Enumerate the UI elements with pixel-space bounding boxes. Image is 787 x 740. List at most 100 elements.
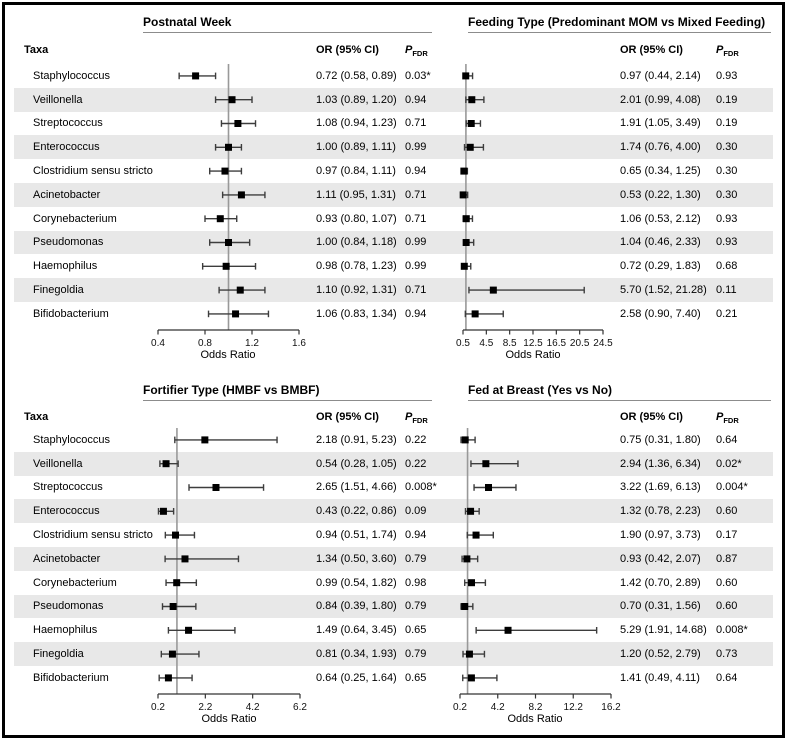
- axis-tick-label: 24.5: [593, 338, 613, 349]
- taxon-label: Clostridium sensu stricto: [33, 529, 153, 542]
- p-fdr-value: 0.94: [405, 529, 427, 542]
- p-fdr-value: 0.65: [405, 624, 427, 637]
- panel-title-rule: [468, 32, 771, 33]
- or-ci-text: 1.00 (0.84, 1.18): [316, 236, 397, 249]
- or-marker: [162, 460, 170, 468]
- p-fdr-value: 0.79: [405, 648, 427, 661]
- or-marker: [236, 286, 244, 294]
- axis-tick-label: 12.2: [564, 702, 584, 713]
- or-marker: [504, 626, 512, 634]
- or-ci-text: 0.93 (0.80, 1.07): [316, 212, 397, 225]
- x-axis-label: Odds Ratio: [505, 349, 561, 361]
- or-ci-text: 5.29 (1.91, 14.68): [620, 624, 707, 637]
- x-axis-label: Odds Ratio: [200, 349, 256, 361]
- or-ci-text: 3.22 (1.69, 6.13): [620, 481, 701, 494]
- or-marker: [471, 310, 479, 318]
- p-fdr-value: 0.94: [405, 165, 427, 178]
- or-marker: [467, 120, 475, 127]
- panel-title-rule: [143, 400, 432, 401]
- taxon-label: Veillonella: [33, 457, 83, 470]
- panel-title-feeding-type: Feeding Type (Predominant MOM vs Mixed F…: [468, 15, 766, 29]
- row-shading: [14, 87, 773, 112]
- taxon-label: Corynebacterium: [33, 212, 117, 225]
- axis-tick-label: 0.8: [198, 338, 212, 349]
- or-marker: [482, 460, 490, 468]
- or-ci-text: 0.97 (0.44, 2.14): [620, 69, 701, 82]
- or-ci-text: 0.43 (0.22, 0.86): [316, 505, 397, 518]
- or-marker: [221, 167, 229, 175]
- or-marker: [225, 239, 232, 246]
- row-shading: [14, 547, 773, 571]
- or-marker: [201, 436, 209, 444]
- axis-tick-label: 16.5: [547, 338, 567, 349]
- taxon-label: Veillonella: [33, 93, 83, 106]
- or-marker: [468, 579, 476, 587]
- taxon-label: Haemophilus: [33, 260, 98, 273]
- or-ci-text: 1.03 (0.89, 1.20): [316, 93, 397, 106]
- or-ci-text: 0.70 (0.31, 1.56): [620, 600, 701, 613]
- or-ci-text: 2.18 (0.91, 5.23): [316, 433, 397, 446]
- p-fdr-value: 0.99: [405, 236, 427, 249]
- forest-plot: 0.2 4.2 8.2 12.2 16.2: [453, 428, 621, 713]
- axis-tick-label: 1.6: [292, 338, 306, 349]
- or-ci-text: 1.11 (0.95, 1.31): [316, 188, 396, 201]
- p-fdr-value: 0.73: [716, 648, 738, 661]
- or-marker: [463, 555, 471, 563]
- axis-tick-label: 4.2: [491, 702, 505, 713]
- p-fdr-value: 0.64: [716, 433, 738, 446]
- or-marker: [234, 120, 242, 127]
- or-marker: [461, 603, 469, 610]
- or-ci-text: 0.54 (0.28, 1.05): [316, 457, 397, 470]
- p-fdr-value: 0.93: [716, 212, 738, 225]
- or-ci-text: 1.42 (0.70, 2.89): [620, 576, 701, 589]
- p-fdr-value: 0.22: [405, 457, 427, 470]
- p-fdr-value: 0.99: [405, 260, 427, 273]
- axis-tick-label: 2.2: [198, 702, 212, 713]
- row-shading: [14, 594, 773, 619]
- p-fdr-value: 0.60: [716, 576, 738, 589]
- taxon-label: Streptococcus: [33, 481, 103, 494]
- p-fdr-value: 0.94: [405, 93, 427, 106]
- taxon-label: Enterococcus: [33, 141, 100, 154]
- taxon-label: Pseudomonas: [33, 236, 104, 249]
- p-fdr-value: 0.64: [716, 671, 738, 684]
- forest-plot: 0.5 4.5 8.5 12.5 16.5 20.5 24.5: [456, 64, 613, 349]
- or-marker: [185, 626, 193, 634]
- or-ci-text: 0.94 (0.51, 1.74): [316, 529, 397, 542]
- or-ci-text: 1.91 (1.05, 3.49): [620, 117, 701, 130]
- row-shading: [14, 135, 773, 160]
- x-axis-label: Odds Ratio: [507, 713, 563, 725]
- axis-tick-label: 6.2: [293, 702, 307, 713]
- p-fdr-column-header: PFDR: [405, 411, 428, 425]
- p-fdr-value: 0.60: [716, 505, 738, 518]
- or-marker: [237, 191, 245, 199]
- or-marker: [168, 650, 176, 658]
- p-fdr-value: 0.93: [716, 236, 738, 249]
- or-ci-text: 2.58 (0.90, 7.40): [620, 307, 701, 320]
- p-fdr-value: 0.94: [405, 307, 427, 320]
- p-fdr-value: 0.79: [405, 600, 427, 613]
- p-fdr-value: 0.71: [405, 284, 427, 297]
- or-ci-text: 0.98 (0.78, 1.23): [316, 260, 397, 273]
- axis-tick-label: 8.2: [529, 702, 543, 713]
- taxon-label: Haemophilus: [33, 624, 98, 637]
- p-fdr-column-header: PFDR: [716, 411, 739, 425]
- or-ci-text: 0.65 (0.34, 1.25): [620, 165, 701, 178]
- or-marker: [212, 484, 220, 491]
- p-fdr-value: 0.68: [716, 260, 738, 273]
- axis-tick-label: 20.5: [570, 338, 590, 349]
- or-ci-column-header: OR (95% CI): [316, 411, 379, 423]
- row-shading: [14, 230, 773, 255]
- axis-tick-label: 4.5: [479, 338, 493, 349]
- or-marker: [462, 215, 470, 223]
- p-fdr-value: 0.008*: [716, 624, 748, 637]
- p-fdr-value: 0.004*: [716, 481, 748, 494]
- or-ci-text: 5.70 (1.52, 21.28): [620, 284, 707, 297]
- or-ci-text: 1.20 (0.52, 2.79): [620, 648, 701, 661]
- taxon-label: Acinetobacter: [33, 188, 101, 201]
- p-fdr-value: 0.21: [716, 307, 738, 320]
- panel-title-rule: [468, 400, 771, 401]
- or-marker: [468, 96, 476, 104]
- axis-tick-label: 8.5: [503, 338, 517, 349]
- p-fdr-value: 0.71: [405, 188, 427, 201]
